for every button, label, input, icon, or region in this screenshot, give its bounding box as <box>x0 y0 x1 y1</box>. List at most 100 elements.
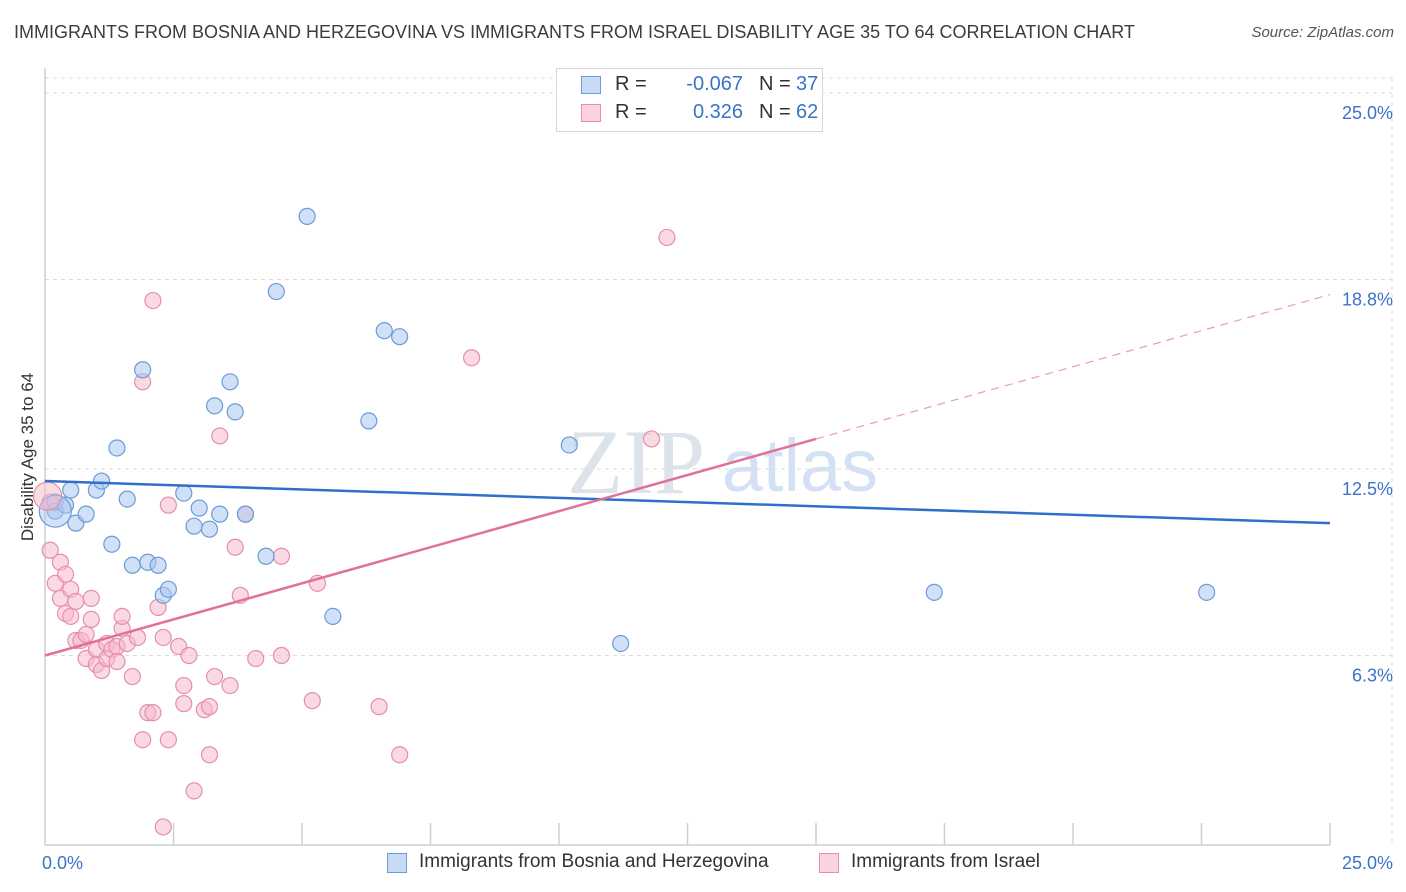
point-israel <box>200 746 219 764</box>
point-bosnia <box>257 547 275 565</box>
point-bosnia <box>159 580 177 598</box>
r-label: R = <box>615 73 647 95</box>
point-israel <box>370 698 388 716</box>
point-bosnia <box>298 207 316 225</box>
point-israel <box>32 481 63 511</box>
n-label: N = <box>759 73 791 95</box>
watermark-atlas: atlas <box>722 424 878 507</box>
point-israel <box>154 628 172 647</box>
point-israel <box>175 695 193 713</box>
trend-line-israel-extension <box>815 293 1331 440</box>
point-israel <box>175 676 193 695</box>
point-israel <box>247 649 265 668</box>
r-value: -0.067 <box>686 73 743 95</box>
point-bosnia <box>375 322 393 340</box>
y-axis-label: Disability Age 35 to 64 <box>18 373 37 541</box>
point-bosnia <box>612 634 630 653</box>
trend-line-bosnia <box>44 479 1331 525</box>
point-israel <box>123 667 141 686</box>
series-label-israel: Immigrants from Israel <box>851 851 1040 872</box>
point-bosnia <box>108 439 126 457</box>
point-bosnia <box>267 282 285 301</box>
point-bosnia <box>185 517 203 535</box>
stats-legend: R = -0.067 N = 37 R = 0.326 N = 62 <box>556 68 823 132</box>
point-bosnia <box>925 583 943 601</box>
tick-labels: 6.3% 12.5% 18.8% 25.0% 0.0% 25.0% <box>42 103 1393 873</box>
point-israel <box>159 731 177 749</box>
watermark: ZIP atlas <box>567 411 878 513</box>
axes <box>44 68 1331 846</box>
legend-swatch-bosnia <box>581 76 601 94</box>
point-israel <box>391 746 409 764</box>
point-israel <box>144 291 162 310</box>
point-bosnia <box>149 556 167 574</box>
y-tick-label: 12.5% <box>1342 479 1393 499</box>
r-value: 0.326 <box>692 101 743 123</box>
point-bosnia <box>123 556 141 574</box>
series-label-bosnia: Immigrants from Bosnia and Herzegovina <box>419 851 769 872</box>
point-bosnia <box>324 607 342 626</box>
n-value: 37 <box>796 73 819 95</box>
n-label: N = <box>759 101 791 123</box>
source-credit: Source: ZipAtlas.com <box>1251 24 1394 41</box>
point-bosnia <box>118 490 136 508</box>
y-tick-label: 6.3% <box>1352 666 1393 686</box>
trend-line-israel <box>44 437 817 657</box>
point-israel <box>82 610 100 629</box>
point-israel <box>159 496 177 514</box>
point-israel <box>41 541 59 559</box>
point-israel <box>272 646 291 665</box>
point-bosnia <box>211 505 229 523</box>
series-swatch-bosnia <box>387 853 407 873</box>
point-bosnia <box>134 361 152 379</box>
y-tick-label: 25.0% <box>1342 103 1393 123</box>
point-israel <box>62 607 80 626</box>
point-bosnia <box>103 535 121 553</box>
point-israel <box>272 547 291 565</box>
point-bosnia <box>92 472 111 490</box>
point-israel <box>154 818 172 836</box>
point-israel <box>144 704 162 722</box>
x-tick-label-min: 0.0% <box>42 853 83 873</box>
chart-title: IMMIGRANTS FROM BOSNIA AND HERZEGOVINA V… <box>14 22 1135 42</box>
point-israel <box>658 228 676 247</box>
point-israel <box>221 676 239 695</box>
point-israel <box>56 565 75 583</box>
data-points <box>32 207 1216 836</box>
point-bosnia <box>206 397 224 415</box>
point-bosnia <box>200 520 219 538</box>
point-israel <box>206 667 224 686</box>
point-israel <box>463 349 481 367</box>
point-bosnia <box>77 505 95 523</box>
point-bosnia <box>175 484 193 502</box>
point-israel <box>67 592 85 610</box>
point-bosnia <box>560 436 578 454</box>
gridlines <box>45 77 1393 845</box>
point-bosnia <box>62 481 80 499</box>
legend-swatch-israel <box>581 104 601 122</box>
point-israel <box>77 625 95 644</box>
point-bosnia <box>391 328 409 346</box>
point-bosnia <box>221 373 239 391</box>
point-israel <box>226 538 244 556</box>
point-bosnia <box>1198 583 1216 601</box>
x-tick-label-max: 25.0% <box>1342 853 1393 873</box>
point-bosnia <box>226 403 244 421</box>
point-israel <box>642 430 661 448</box>
point-israel <box>211 427 229 445</box>
point-israel <box>200 698 219 716</box>
point-bosnia <box>236 505 255 523</box>
y-tick-label: 18.8% <box>1342 290 1393 310</box>
point-israel <box>134 731 152 749</box>
series-swatch-israel <box>819 853 839 873</box>
watermark-zip: ZIP <box>567 411 705 513</box>
point-israel <box>180 646 198 665</box>
point-israel <box>108 652 126 671</box>
point-israel <box>82 589 100 607</box>
point-israel <box>303 692 321 710</box>
point-israel <box>185 782 203 800</box>
trend-lines <box>44 293 1331 657</box>
point-bosnia <box>360 412 378 430</box>
point-bosnia <box>190 499 208 517</box>
